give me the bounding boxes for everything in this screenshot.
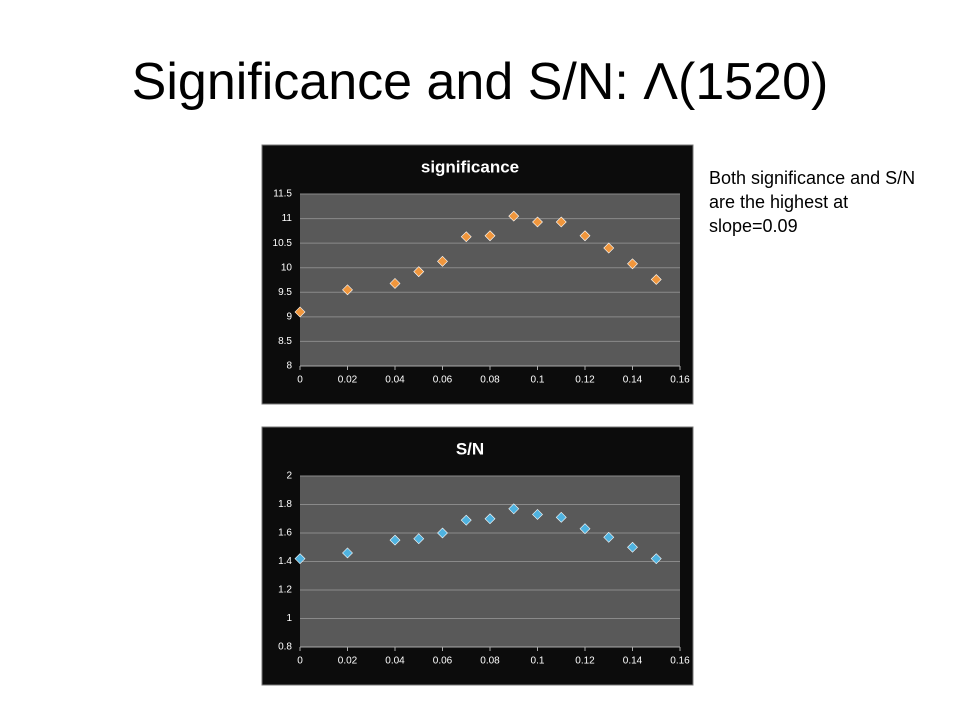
x-tick-label: 0.16 [670, 375, 690, 386]
marker [389, 534, 401, 546]
marker [460, 231, 472, 243]
slide-title: Significance and S/N: Λ(1520) [131, 53, 829, 111]
x-tick-label: 0.12 [575, 656, 595, 667]
x-tick-label: 0.02 [338, 375, 358, 386]
marker [579, 230, 591, 242]
marker [532, 216, 543, 228]
chart-title: significance [421, 157, 519, 176]
y-tick-label: 8 [286, 361, 292, 372]
marker [389, 278, 401, 289]
x-tick-label: 0.06 [433, 656, 453, 667]
marker [484, 230, 496, 242]
y-tick-label: 10 [281, 262, 293, 273]
marker [413, 533, 425, 545]
y-tick-label: 9.5 [278, 287, 292, 298]
marker [627, 541, 638, 553]
marker [437, 527, 448, 539]
y-tick-label: 8.5 [278, 336, 292, 347]
marker [413, 266, 425, 278]
x-tick-label: 0.14 [623, 656, 643, 667]
marker [603, 242, 615, 254]
y-tick-label: 1.2 [278, 585, 292, 596]
marker [484, 513, 496, 525]
marker [532, 509, 543, 520]
y-tick-label: 11.5 [273, 189, 292, 200]
x-tick-label: 0 [297, 375, 303, 386]
x-tick-label: 0.14 [623, 375, 643, 386]
marker [555, 511, 567, 523]
y-tick-label: 1 [286, 613, 292, 624]
marker [294, 553, 306, 565]
marker [342, 284, 353, 296]
marker [460, 514, 472, 526]
y-tick-label: 10.5 [273, 238, 293, 249]
x-tick-label: 0 [297, 656, 303, 667]
x-tick-label: 0.04 [385, 656, 405, 667]
marker [627, 258, 638, 270]
x-tick-label: 0.06 [433, 375, 453, 386]
y-tick-label: 9 [286, 311, 292, 322]
marker [603, 531, 615, 543]
marker [294, 306, 306, 318]
x-tick-label: 0.08 [480, 375, 500, 386]
marker [437, 255, 448, 267]
y-tick-label: 1.4 [278, 556, 292, 567]
y-tick-label: 1.6 [278, 528, 292, 539]
y-tick-label: 2 [286, 471, 292, 482]
x-tick-label: 0.04 [385, 375, 405, 386]
x-tick-label: 0.1 [531, 375, 545, 386]
marker [579, 523, 591, 535]
marker [342, 547, 353, 559]
y-tick-label: 0.8 [278, 642, 292, 653]
plot-area [300, 194, 680, 366]
marker [555, 216, 567, 228]
marker [650, 553, 662, 565]
x-tick-label: 0.12 [575, 375, 595, 386]
y-tick-label: 1.8 [278, 499, 292, 510]
y-tick-label: 11 [282, 213, 293, 224]
x-tick-label: 0.08 [480, 656, 500, 667]
note: Both significance and S/N are the highes… [709, 168, 916, 236]
marker [650, 274, 662, 285]
x-tick-label: 0.02 [338, 656, 358, 667]
x-tick-label: 0.16 [670, 656, 690, 667]
marker [508, 503, 520, 515]
marker [508, 210, 520, 222]
x-tick-label: 0.1 [531, 656, 545, 667]
chart-title: S/N [456, 439, 484, 458]
